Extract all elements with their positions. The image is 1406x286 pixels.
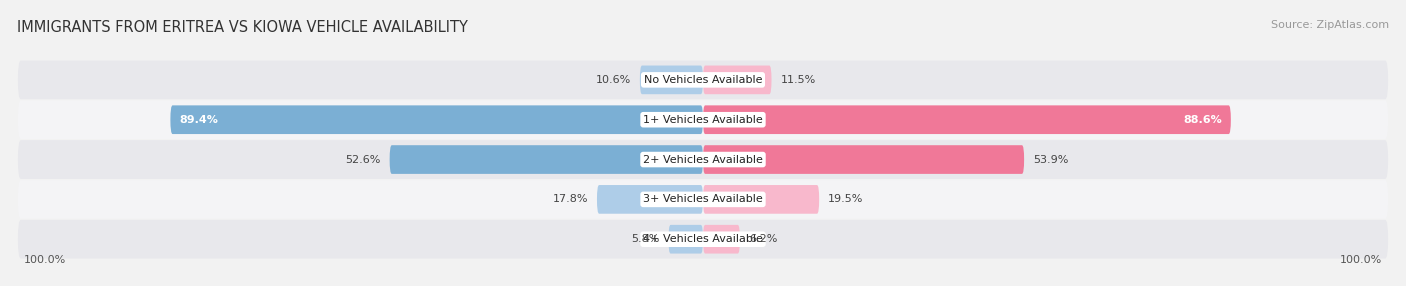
- Text: No Vehicles Available: No Vehicles Available: [644, 75, 762, 85]
- Text: 3+ Vehicles Available: 3+ Vehicles Available: [643, 194, 763, 204]
- Text: 89.4%: 89.4%: [180, 115, 218, 125]
- FancyBboxPatch shape: [703, 65, 772, 94]
- FancyBboxPatch shape: [389, 145, 703, 174]
- Text: 52.6%: 52.6%: [346, 154, 381, 164]
- FancyBboxPatch shape: [170, 105, 703, 134]
- Text: 11.5%: 11.5%: [780, 75, 815, 85]
- Text: IMMIGRANTS FROM ERITREA VS KIOWA VEHICLE AVAILABILITY: IMMIGRANTS FROM ERITREA VS KIOWA VEHICLE…: [17, 20, 468, 35]
- Text: 88.6%: 88.6%: [1184, 115, 1222, 125]
- Text: 6.2%: 6.2%: [749, 234, 778, 244]
- FancyBboxPatch shape: [18, 180, 1388, 219]
- Text: 100.0%: 100.0%: [1340, 255, 1382, 265]
- FancyBboxPatch shape: [703, 185, 820, 214]
- Text: 10.6%: 10.6%: [596, 75, 631, 85]
- Text: 17.8%: 17.8%: [553, 194, 588, 204]
- FancyBboxPatch shape: [18, 220, 1388, 259]
- Text: Source: ZipAtlas.com: Source: ZipAtlas.com: [1271, 20, 1389, 30]
- Text: 100.0%: 100.0%: [24, 255, 66, 265]
- FancyBboxPatch shape: [668, 225, 703, 254]
- FancyBboxPatch shape: [640, 65, 703, 94]
- Text: 1+ Vehicles Available: 1+ Vehicles Available: [643, 115, 763, 125]
- Text: 2+ Vehicles Available: 2+ Vehicles Available: [643, 154, 763, 164]
- FancyBboxPatch shape: [703, 105, 1230, 134]
- Text: 53.9%: 53.9%: [1033, 154, 1069, 164]
- FancyBboxPatch shape: [18, 61, 1388, 99]
- Text: 19.5%: 19.5%: [828, 194, 863, 204]
- FancyBboxPatch shape: [598, 185, 703, 214]
- Text: 5.8%: 5.8%: [631, 234, 659, 244]
- Text: 4+ Vehicles Available: 4+ Vehicles Available: [643, 234, 763, 244]
- FancyBboxPatch shape: [18, 100, 1388, 139]
- FancyBboxPatch shape: [703, 145, 1024, 174]
- FancyBboxPatch shape: [703, 225, 740, 254]
- FancyBboxPatch shape: [18, 140, 1388, 179]
